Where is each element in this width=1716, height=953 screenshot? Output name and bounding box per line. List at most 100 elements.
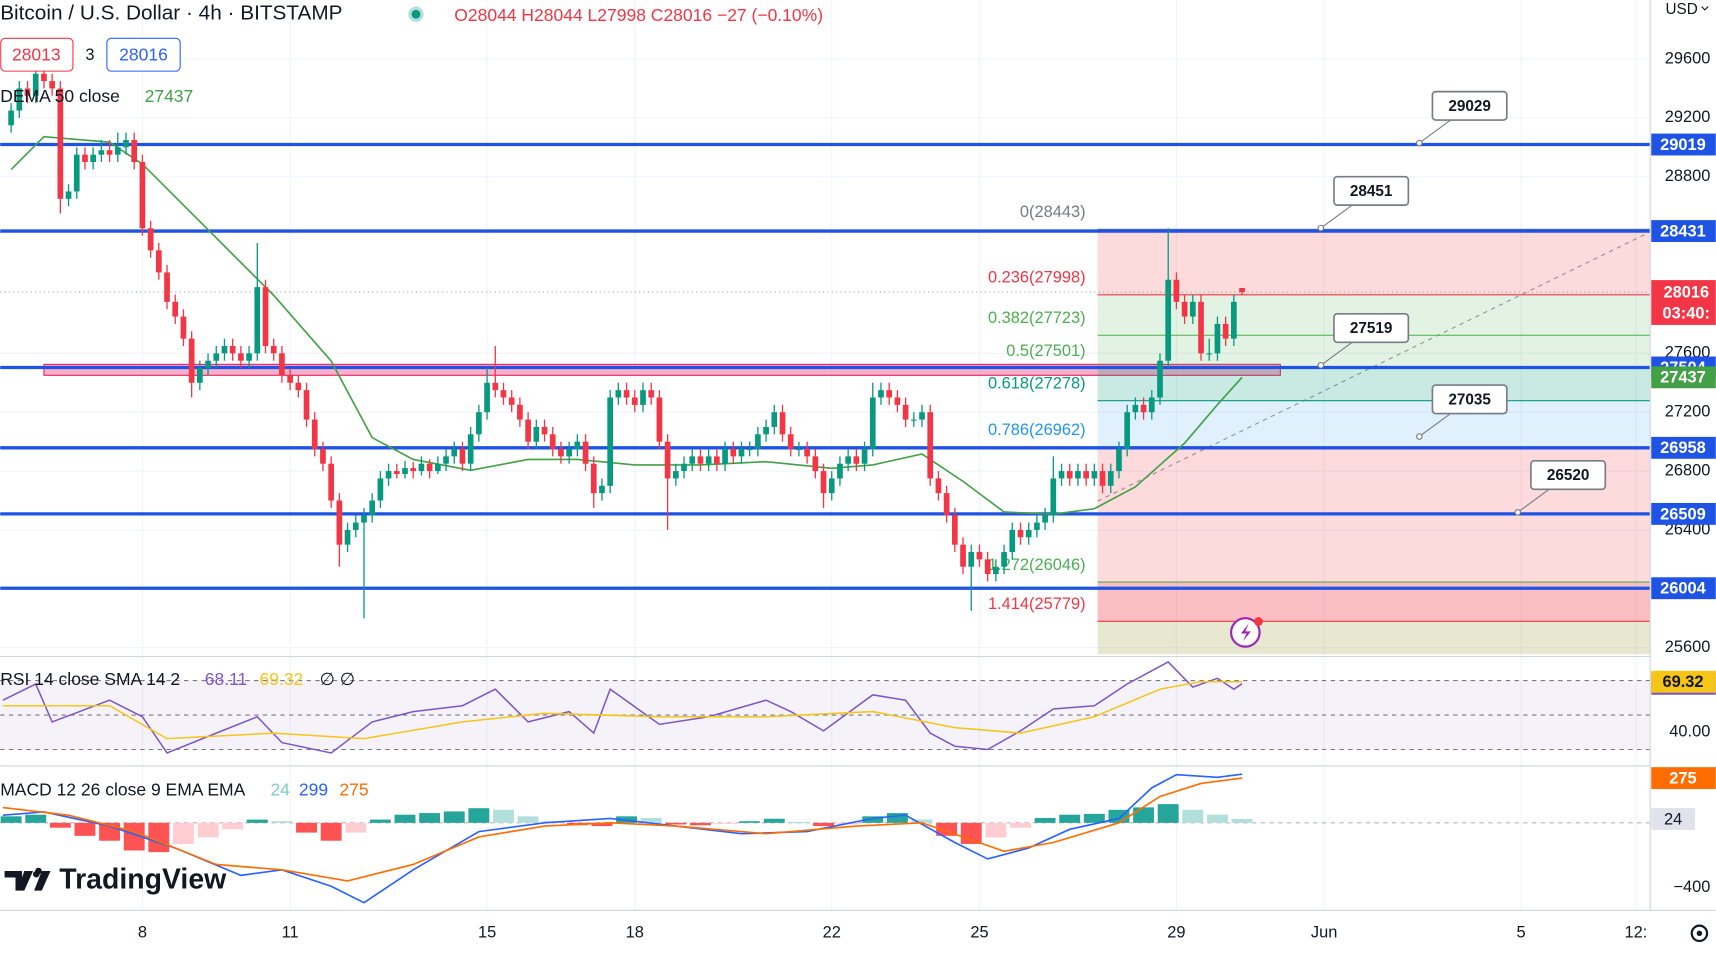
callout-anchor — [1317, 361, 1325, 369]
value-tag-label: 69.32 — [1662, 673, 1703, 691]
candle-body — [1116, 449, 1122, 472]
candle-body — [32, 73, 39, 96]
candle-body — [894, 397, 901, 405]
settings-icon[interactable] — [1696, 930, 1703, 937]
axis-labels: 8 11 15 18 22 25 29 Jun 5 12:29600292002880027600… — [138, 49, 1716, 942]
candle-body — [254, 287, 261, 354]
callout-anchor — [1317, 224, 1325, 232]
candle-body — [147, 228, 154, 251]
candle-body — [607, 397, 614, 486]
candle-body — [1050, 478, 1057, 516]
candle-body — [213, 353, 220, 361]
candle-body — [385, 471, 392, 479]
candle-body — [73, 154, 80, 192]
ask[interactable]: 28016 — [119, 44, 168, 64]
candle-body — [1157, 360, 1163, 398]
candle-body — [229, 345, 236, 354]
candle-body — [238, 353, 244, 361]
candle-body — [1222, 323, 1229, 339]
fib-label: 0.382(27723) — [988, 309, 1086, 327]
candle-body — [796, 449, 802, 451]
histogram-bar — [49, 822, 71, 828]
level-tag-label: 26509 — [1660, 505, 1706, 523]
fib-zone — [1097, 621, 1651, 655]
candle-body — [664, 441, 671, 479]
macd-value: 299 — [299, 780, 328, 800]
histogram-bar — [640, 817, 662, 823]
spread: 3 — [85, 46, 94, 64]
candle-body — [968, 552, 975, 567]
candle-body — [582, 441, 589, 464]
candle-body — [763, 426, 769, 435]
histogram-bar — [320, 822, 342, 841]
candle-body — [828, 478, 835, 494]
settings-icon[interactable] — [1690, 924, 1709, 943]
candle-body — [1140, 404, 1147, 413]
candle-body — [549, 434, 556, 450]
histogram-bar — [1059, 814, 1081, 823]
rsi-title: RSI 14 close SMA 14 2 — [0, 669, 180, 689]
candle-body — [426, 463, 433, 472]
candle-body — [393, 471, 400, 475]
candle-body — [172, 301, 179, 317]
y-tick-label: 28800 — [1665, 167, 1711, 185]
callout-box — [1431, 90, 1508, 121]
x-tick-label: Jun — [1311, 924, 1337, 942]
candle-body — [951, 515, 958, 545]
histogram-bar — [689, 822, 711, 826]
candle-body — [681, 463, 687, 472]
histogram-bar — [271, 821, 293, 823]
candle-body — [1083, 471, 1089, 479]
macd-title: MACD 12 26 close 9 EMA EMA — [0, 780, 245, 800]
histogram-bar — [74, 822, 96, 836]
buy-box[interactable] — [106, 37, 181, 72]
alert-icon[interactable] — [1240, 623, 1251, 642]
candle-body — [311, 419, 318, 450]
candle-body — [410, 468, 417, 472]
candle-body — [1239, 288, 1245, 293]
histogram-bar — [665, 822, 687, 825]
x-tick-label: 11 — [282, 924, 299, 942]
fib-label: 1.414(25779) — [988, 595, 1086, 613]
value-tag — [1651, 670, 1716, 693]
y-tick-label: 40.00 — [1669, 723, 1710, 741]
candle-body — [303, 390, 310, 420]
candle-body — [771, 412, 778, 427]
alert-badge — [1254, 617, 1263, 626]
candle-body — [1198, 301, 1204, 354]
candle-body — [82, 154, 88, 163]
candle-body — [853, 456, 860, 464]
candle-body — [533, 426, 540, 442]
callout-anchor — [1416, 433, 1423, 440]
candle-body — [960, 544, 966, 567]
macd-line — [2, 773, 1243, 904]
x-tick-label: 29 — [1167, 924, 1185, 942]
rsi-sma-value: 69.32 — [260, 669, 304, 689]
candle-body — [861, 449, 868, 464]
candle-body — [1173, 279, 1180, 302]
indicator-tag — [1651, 366, 1716, 389]
candle-body — [730, 449, 737, 457]
candle-body — [123, 139, 129, 148]
logo[interactable]: TradingView — [59, 863, 227, 895]
marks — [0, 51, 1253, 904]
candle-body — [1091, 471, 1098, 479]
candle-body — [697, 456, 704, 464]
candle-body — [837, 463, 843, 479]
symbol-title: Bitcoin / U.S. Dollar · 4h · BITSTAMP — [0, 2, 342, 25]
bid[interactable]: 28013 — [12, 44, 61, 64]
candle-body — [1034, 522, 1040, 530]
histogram-bar — [862, 816, 884, 823]
annotations: 29029 28451 27519 27035 26520 — [1317, 90, 1607, 516]
histogram-bar — [468, 808, 490, 823]
callout-box — [1431, 384, 1508, 415]
candle-body — [476, 412, 482, 435]
histogram-bar — [148, 822, 170, 853]
candle-body — [180, 316, 187, 339]
y-tick-label: −400 — [1673, 878, 1710, 896]
sell-box[interactable] — [0, 37, 74, 72]
dropdown-icon[interactable] — [1701, 6, 1709, 11]
indicator-value: 27437 — [145, 86, 194, 106]
currency[interactable]: USD — [1665, 1, 1697, 18]
level-tag — [1651, 436, 1716, 459]
